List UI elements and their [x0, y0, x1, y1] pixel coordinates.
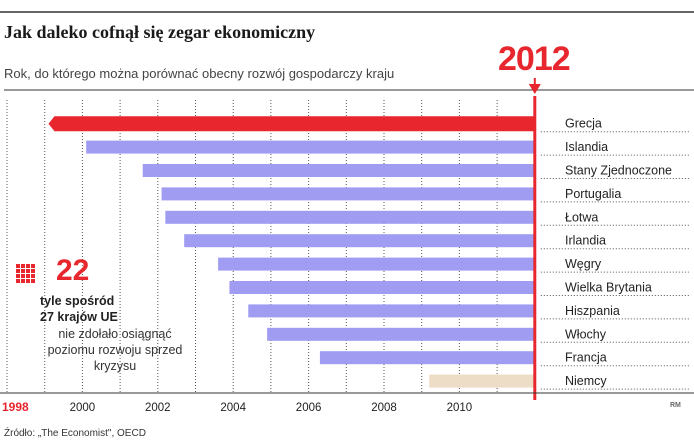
- category-label: Węgry: [565, 257, 602, 271]
- category-label: Wielka Brytania: [565, 281, 652, 295]
- bar: [229, 281, 535, 294]
- bar: [86, 140, 535, 154]
- x-tick-label: 2008: [371, 402, 397, 414]
- category-label: Portugalia: [565, 187, 621, 201]
- category-label: Stany Zjednoczone: [565, 164, 672, 178]
- x-tick-label: 2010: [447, 402, 473, 414]
- x-tick-label: 2000: [70, 402, 96, 414]
- x-tick-label: 2002: [145, 402, 171, 414]
- reference-arrow-icon: [528, 84, 541, 94]
- bar: [248, 304, 535, 318]
- callout-text-line2: 27 krajów UE: [40, 310, 118, 324]
- category-label: Francja: [565, 351, 607, 365]
- x-tick-label: 1998: [2, 400, 29, 414]
- bar: [267, 327, 535, 341]
- reference-year-label: 2012: [498, 40, 571, 78]
- category-label: Grecja: [565, 117, 602, 131]
- callout-number: 22: [56, 254, 90, 287]
- chart-subtitle: Rok, do którego można porównać obecny ro…: [4, 66, 395, 81]
- bar: [48, 116, 535, 132]
- dot-grid-icon: [16, 264, 35, 283]
- bar: [319, 351, 535, 365]
- category-label: Irlandia: [565, 234, 606, 248]
- bar: [218, 257, 535, 271]
- callout-text-line3: nie zdołało osiągnąć poziomu rozwoju spr…: [47, 327, 183, 373]
- category-label: Hiszpania: [565, 304, 620, 318]
- category-label: Islandia: [565, 140, 608, 154]
- bar: [429, 374, 535, 388]
- x-tick-label: 2006: [296, 402, 322, 414]
- x-tick-label: 2004: [220, 402, 246, 414]
- callout-text-line1: tyle spośród: [40, 294, 115, 308]
- bar: [161, 187, 535, 201]
- category-label: Łotwa: [565, 210, 598, 224]
- bar: [165, 210, 535, 224]
- bar: [184, 234, 535, 248]
- bar: [142, 164, 535, 177]
- chart-title: Jak daleko cofnął się zegar ekonomiczny: [4, 22, 316, 42]
- category-label: Niemcy: [565, 374, 607, 388]
- source-note: Źródło: „The Economist", OECD: [4, 428, 146, 439]
- category-label: Włochy: [565, 327, 607, 341]
- author-credit: RM: [670, 402, 681, 409]
